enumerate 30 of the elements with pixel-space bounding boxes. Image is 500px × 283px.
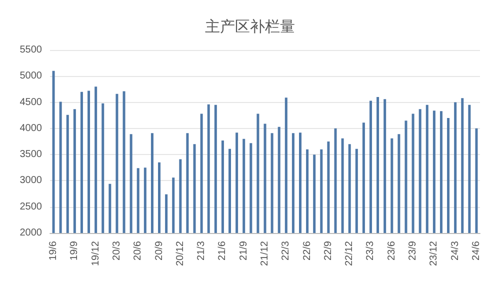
x-tick-label: 22/3 xyxy=(280,240,292,260)
x-tick-label: 21/9 xyxy=(238,240,250,260)
y-tick-label: 3000 xyxy=(20,175,42,186)
x-tick-label: 19/12 xyxy=(90,240,102,266)
x-tick-label: 23/12 xyxy=(428,240,440,266)
x-tick-label: 23/9 xyxy=(408,240,419,260)
x-tick-label: 19/9 xyxy=(69,240,80,260)
x-tick-label: 24/6 xyxy=(470,240,482,260)
x-tick-label: 23/3 xyxy=(365,240,376,260)
x-tick-label: 23/6 xyxy=(386,240,398,260)
y-tick-label: 4000 xyxy=(20,122,42,134)
x-tick-label: 21/6 xyxy=(217,240,228,260)
y-tick-label: 5500 xyxy=(20,44,42,56)
x-tick-label: 21/12 xyxy=(260,240,270,266)
x-tick-label: 20/6 xyxy=(132,240,144,260)
x-tick-label: 20/9 xyxy=(154,240,165,260)
y-tick-label: 4500 xyxy=(20,96,42,108)
x-tick-label: 24/3 xyxy=(450,240,461,260)
y-tick-label: 2000 xyxy=(20,228,42,238)
x-tick-label: 21/3 xyxy=(196,240,208,260)
y-tick-label: 3500 xyxy=(20,149,42,160)
x-tick-label: 22/9 xyxy=(322,240,334,260)
y-tick-label: 2500 xyxy=(20,201,42,212)
x-tick-label: 20/3 xyxy=(111,240,122,260)
x-tick-label: 20/12 xyxy=(174,240,186,266)
x-tick-label: 22/12 xyxy=(344,240,356,266)
chart-title: 主产区补栏量 xyxy=(205,18,295,36)
x-tick-label: 22/6 xyxy=(302,240,313,260)
y-tick-label: 5000 xyxy=(20,70,42,82)
x-tick-label: 19/6 xyxy=(48,240,60,260)
